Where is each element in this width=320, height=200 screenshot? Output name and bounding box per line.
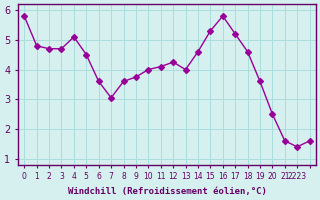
X-axis label: Windchill (Refroidissement éolien,°C): Windchill (Refroidissement éolien,°C) xyxy=(68,187,266,196)
